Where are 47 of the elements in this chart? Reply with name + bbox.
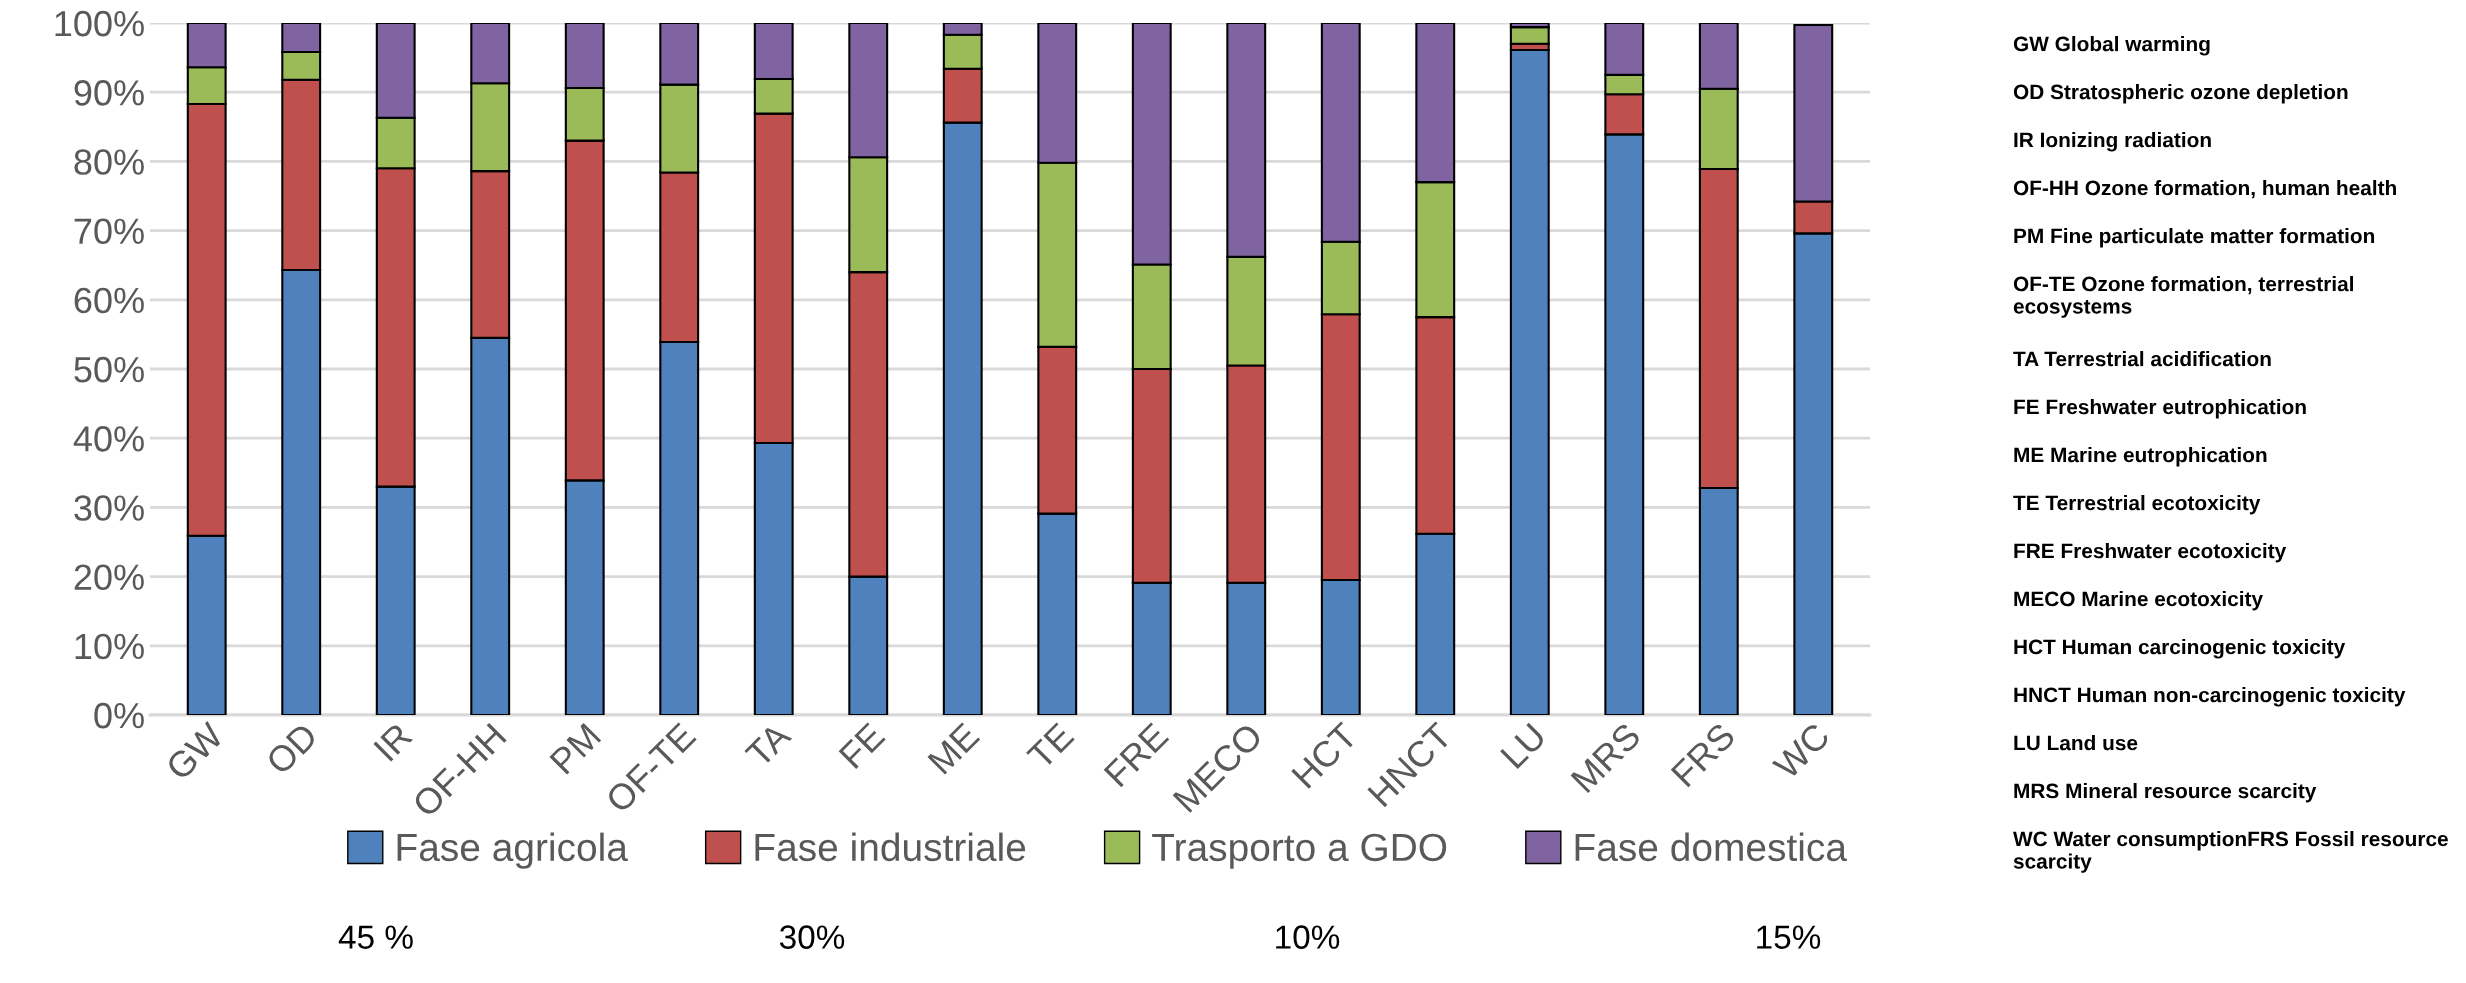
text: FRE Freshwater ecotoxicity [2014,543,2287,563]
text: 15% [1757,925,1821,949]
text: TE Terrestrial ecotoxicity [2013,495,2261,515]
y-tick-label: 50% [74,356,144,383]
text: 30% [779,925,845,949]
text: MRS Mineral resource scarcity [2014,783,2317,803]
text: OD Stratospheric ozone depletion [2013,84,2348,104]
x-tick-label: GW [164,720,226,782]
text: HCT Human carcinogenic toxicity [2014,639,2346,659]
text: OF-HH Ozone formation, human health [2013,180,2396,199]
y-tick-label: 80% [74,149,144,175]
text: OF-TE Ozone formation, terrestrial ecosystems [2013,276,2354,318]
x-tick-label: WC [1771,721,1832,782]
y-tick-label: 20% [74,564,144,591]
x-tick-label: FE [838,721,886,769]
x-tick-label: OD [264,721,319,776]
text: ME Marine eutrophication [2014,447,2267,467]
text: IR Ionizing radiation [2014,132,2211,152]
x-tick-label: PM [549,722,602,775]
text: WC Water consumptionFRS Fossil resource scarcity [2013,831,2448,873]
y-tick-label: 60% [74,287,144,314]
legend-label: Fase domestica [1575,832,1847,862]
y-tick-label: 90% [74,80,144,106]
y-tick-label: 40% [73,426,144,452]
legend-label: Fase industriale [755,832,1026,862]
y-tick-label: 0% [94,702,144,729]
text: LU Land use [2014,735,2138,751]
text: TA Terrestrial acidification [2013,351,2271,367]
x-tick-label: LU [1500,722,1547,770]
text: FE Freshwater eutrophication [2014,399,2306,419]
bar [1509,48,1550,715]
text: 45 % [338,925,413,949]
x-tick-label: TE [1026,721,1075,771]
x-tick-label: IR [373,721,414,762]
y-tick-label: 70% [74,218,144,245]
y-tick-label: 30% [74,495,144,521]
text: MECO Marine ecotoxicity [2014,591,2263,611]
legend-label: Trasporto a GDO [1152,833,1447,869]
text: HNCT Human non-carcinogenic toxicity [2014,687,2406,707]
y-tick-label: 100% [55,10,144,37]
x-tick-label: TA [744,720,793,769]
y-tick-label: 10% [75,633,144,660]
legend-label: Fase agricola [397,832,628,869]
text: GW Global warming [2013,36,2210,56]
text: 10% [1276,925,1340,949]
text: PM Fine particulate matter formation [2014,228,2375,248]
x-tick-label: ME [927,721,981,775]
